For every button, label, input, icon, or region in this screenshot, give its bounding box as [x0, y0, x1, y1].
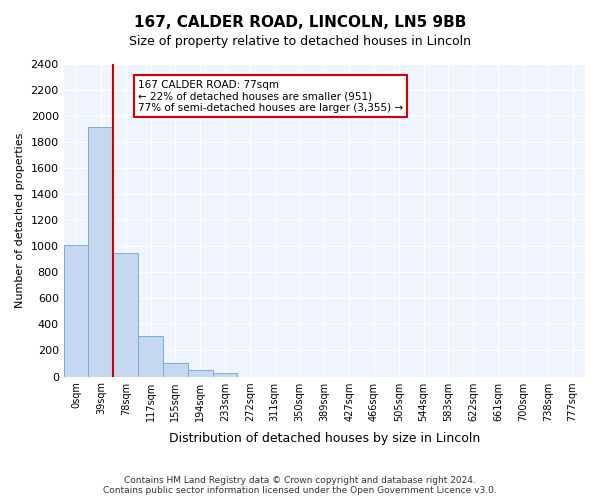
Bar	[188, 370, 212, 376]
Text: Contains HM Land Registry data © Crown copyright and database right 2024.
Contai: Contains HM Land Registry data © Crown c…	[103, 476, 497, 495]
Bar	[113, 253, 138, 376]
Text: 167 CALDER ROAD: 77sqm
← 22% of detached houses are smaller (951)
77% of semi-de: 167 CALDER ROAD: 77sqm ← 22% of detached…	[138, 80, 403, 113]
Bar	[163, 363, 188, 376]
X-axis label: Distribution of detached houses by size in Lincoln: Distribution of detached houses by size …	[169, 432, 480, 445]
Bar	[88, 126, 113, 376]
Bar	[212, 374, 238, 376]
Y-axis label: Number of detached properties: Number of detached properties	[15, 132, 25, 308]
Text: 167, CALDER ROAD, LINCOLN, LN5 9BB: 167, CALDER ROAD, LINCOLN, LN5 9BB	[134, 15, 466, 30]
Bar	[64, 245, 88, 376]
Text: Size of property relative to detached houses in Lincoln: Size of property relative to detached ho…	[129, 35, 471, 48]
Bar	[138, 336, 163, 376]
